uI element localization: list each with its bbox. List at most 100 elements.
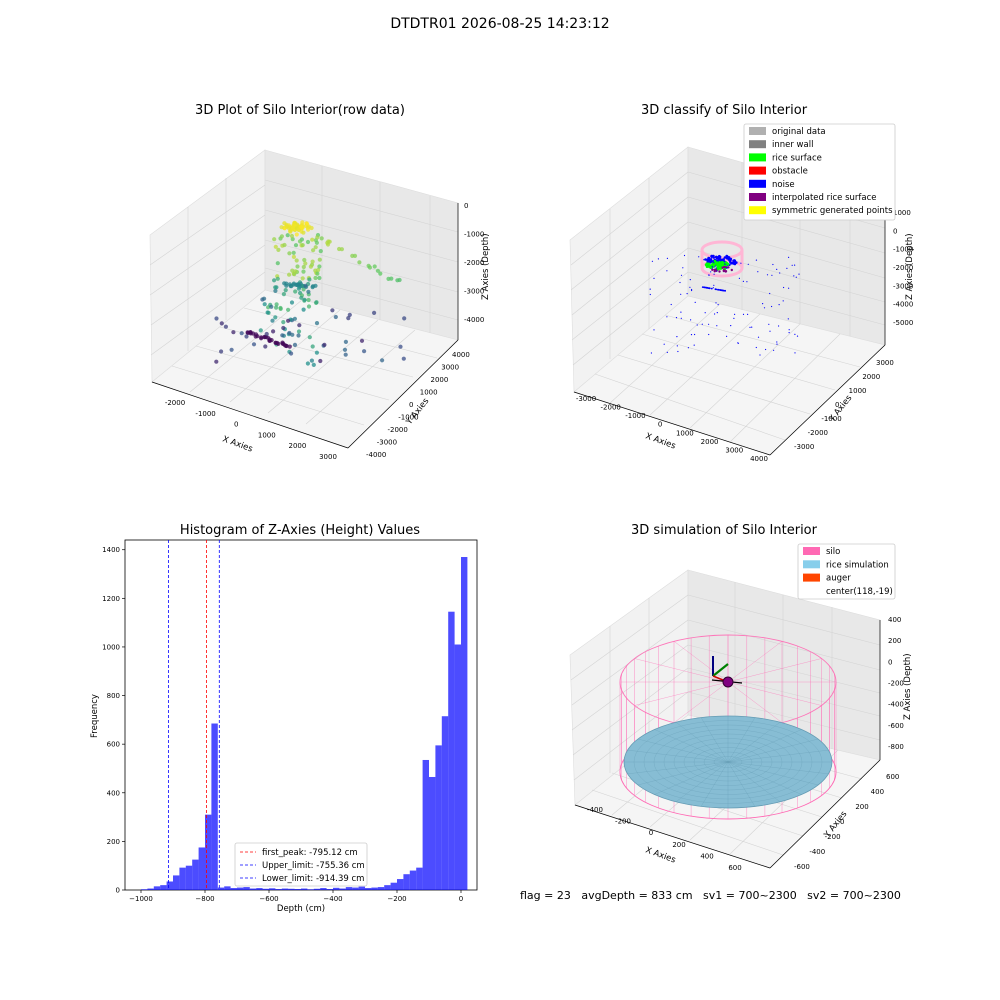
noise-point [794, 333, 796, 335]
panel1-3d-axes [149, 149, 459, 449]
raw-point [273, 315, 278, 320]
legend-swatch [749, 179, 766, 188]
histogram-bar [141, 889, 148, 890]
panel1-zaxis-tick: -1000 [464, 231, 484, 239]
panel2-3d-axes [569, 146, 886, 456]
noise-point [676, 336, 678, 338]
yaxis-tick: 1000 [102, 643, 120, 651]
panel1-yaxis-tick: 3000 [441, 364, 459, 372]
raw-point [273, 244, 278, 249]
raw-point [293, 243, 299, 248]
panel2-xaxis-tick: -3000 [576, 395, 596, 403]
raw-point [296, 227, 301, 232]
histogram-bar [397, 879, 404, 890]
noise-point [708, 274, 710, 277]
noise-point [733, 317, 735, 319]
histogram-bar [320, 888, 327, 890]
panel4-xaxis-tick: -200 [615, 818, 631, 826]
panel2-xaxis-tick: 2000 [701, 438, 719, 446]
noise-point [768, 323, 770, 325]
noise-point [679, 281, 681, 284]
histogram-bar [454, 644, 461, 890]
panel1-yaxis-tick: -3000 [377, 439, 397, 447]
panel2-xaxis-tick: -2000 [601, 404, 621, 412]
raw-point [347, 312, 352, 317]
xaxis-tick: −400 [323, 895, 342, 903]
noise-point [708, 323, 710, 325]
raw-point [314, 240, 319, 245]
legend-swatch [749, 166, 766, 175]
histogram-bar [288, 888, 295, 890]
panel3-ylabel: Frequency [90, 694, 100, 738]
raw-point [287, 251, 292, 256]
raw-point [343, 352, 348, 357]
raw-point [307, 335, 312, 340]
noise-point [746, 281, 748, 283]
histogram-bar [153, 886, 161, 890]
noise-point [714, 313, 716, 315]
raw-point [231, 330, 236, 335]
histogram-bar [198, 847, 205, 890]
histogram-bar [358, 886, 365, 890]
interpolated-point [727, 266, 730, 269]
raw-point [291, 250, 296, 255]
raw-point [287, 272, 292, 277]
raw-point [290, 225, 295, 230]
raw-point [306, 227, 311, 232]
noise-point [738, 277, 741, 279]
histogram-bar [249, 888, 257, 890]
raw-point [313, 268, 318, 273]
noise-point [779, 272, 781, 274]
histogram-bar [269, 888, 276, 890]
noise-point [735, 261, 738, 264]
noise-point [722, 289, 724, 292]
raw-point [271, 329, 276, 334]
panel2-legend: original data inner wall rice surface obsta… [743, 123, 896, 221]
noise-point [687, 347, 690, 349]
noise-point [730, 325, 732, 327]
raw-point [219, 321, 224, 326]
noise-point [793, 275, 795, 277]
raw-point [357, 260, 362, 265]
histogram-bar [390, 882, 397, 890]
panel4-zaxis-tick: -800 [888, 743, 904, 751]
panel2-yaxis-tick: 1000 [849, 387, 867, 395]
rice-surface-point [706, 262, 709, 266]
raw-point [302, 297, 307, 302]
xaxis-tick: −200 [387, 895, 406, 903]
raw-point [314, 321, 320, 326]
raw-point [314, 300, 319, 305]
noise-point [713, 284, 715, 286]
raw-point [301, 264, 306, 270]
noise-point [690, 319, 692, 321]
raw-point [262, 296, 267, 301]
raw-point [296, 286, 301, 291]
legend-label: noise [772, 180, 795, 190]
histogram-bar [256, 888, 263, 890]
panel4-yaxis-tick: 600 [886, 773, 899, 781]
status-footer: flag = 23 avgDepth = 833 cm sv1 = 700~23… [520, 889, 901, 902]
noise-point [680, 317, 682, 319]
panel3-title: Histogram of Z-Axies (Height) Values [179, 523, 421, 538]
noise-point [755, 259, 758, 261]
noise-point [691, 289, 693, 292]
noise-point [712, 254, 715, 258]
legend-label: rice simulation [826, 560, 889, 570]
legend-label: rice surface [772, 153, 822, 163]
legend-label: auger [826, 574, 851, 584]
raw-point [275, 276, 280, 281]
raw-point [310, 344, 315, 349]
legend-label: symmetric generated points [772, 206, 893, 216]
yaxis-tick: 800 [107, 692, 120, 700]
rice-surface-point [716, 266, 720, 269]
yaxis-tick: 0 [116, 887, 120, 895]
interpolated-point [711, 268, 714, 271]
raw-point [267, 338, 272, 343]
noise-point [701, 286, 704, 288]
raw-point [317, 275, 322, 281]
histogram-bar [147, 888, 154, 890]
noise-point [762, 303, 764, 305]
raw-point [306, 297, 311, 303]
panel2-zlabel: Z Axies (Depth) [905, 233, 915, 300]
panel1-zaxis-tick: -2000 [464, 259, 484, 267]
